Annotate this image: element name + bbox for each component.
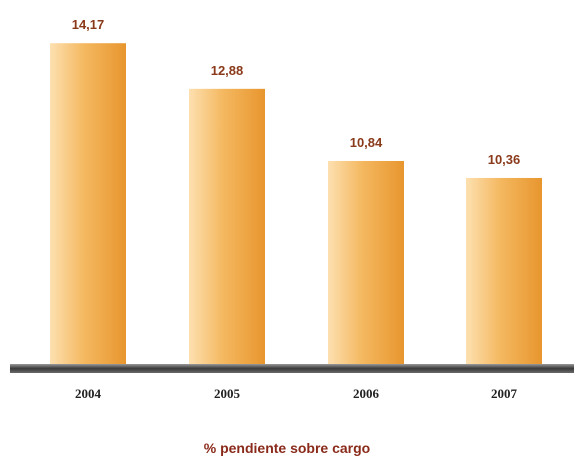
- value-label-2007: 10,36: [488, 152, 521, 167]
- x-axis-baseline: [10, 364, 574, 373]
- bar-2004: [50, 43, 126, 364]
- bar-2005: [189, 88, 265, 365]
- category-label-2005: 2005: [214, 386, 241, 401]
- value-label-2006: 10,84: [350, 135, 383, 150]
- category-label-2006: 2006: [353, 386, 380, 401]
- x-axis-caption: % pendiente sobre cargo: [204, 440, 370, 456]
- bar-2006: [328, 160, 404, 364]
- category-label-2007: 2007: [491, 386, 518, 401]
- value-label-2004: 14,17: [72, 17, 105, 32]
- labels-group: 14,17 2004 12,88 2005 10,84 2006 10,36 2007: [72, 17, 521, 401]
- value-label-2005: 12,88: [211, 63, 244, 78]
- bars-group: [50, 43, 542, 365]
- category-label-2004: 2004: [75, 386, 102, 401]
- bar-2007: [466, 177, 542, 364]
